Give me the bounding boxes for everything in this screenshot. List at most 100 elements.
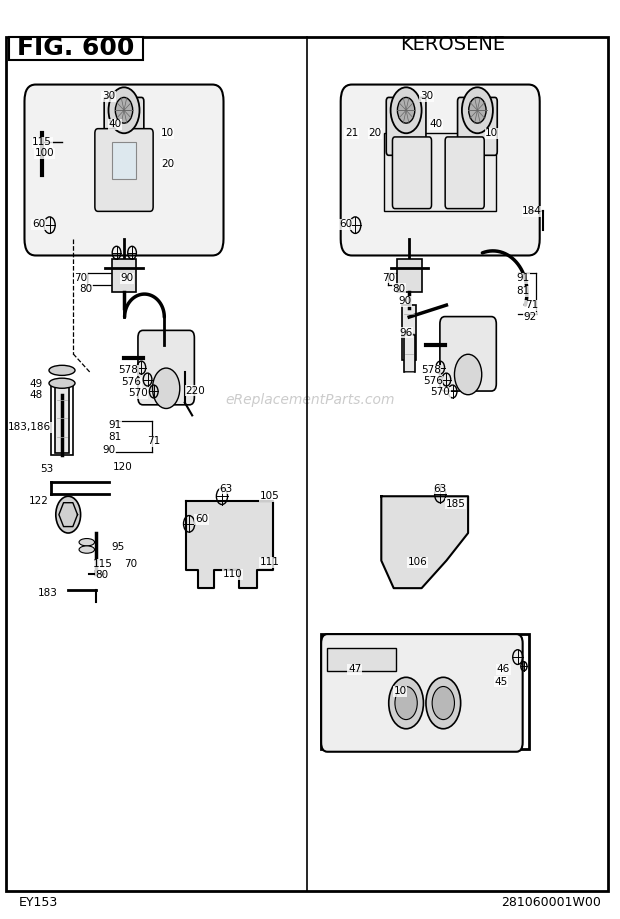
Text: 91: 91 <box>516 274 529 283</box>
Text: 90: 90 <box>102 446 115 455</box>
Polygon shape <box>186 501 273 588</box>
Text: 576: 576 <box>122 378 141 387</box>
Text: 45: 45 <box>494 677 508 686</box>
Circle shape <box>153 369 180 408</box>
Text: 570: 570 <box>128 389 148 398</box>
Text: 220: 220 <box>185 386 205 395</box>
Circle shape <box>115 97 133 123</box>
Text: 578: 578 <box>118 366 138 375</box>
Text: 40: 40 <box>108 119 122 129</box>
Text: 91: 91 <box>108 420 122 429</box>
Ellipse shape <box>79 546 95 553</box>
Text: 10: 10 <box>393 686 407 696</box>
Text: 10: 10 <box>485 129 498 138</box>
Circle shape <box>108 87 140 133</box>
Circle shape <box>389 677 423 729</box>
Text: 30: 30 <box>102 92 115 101</box>
Text: 95: 95 <box>111 542 125 551</box>
Bar <box>321 634 529 749</box>
Text: 20: 20 <box>368 129 382 138</box>
Ellipse shape <box>49 365 75 375</box>
Text: 71: 71 <box>147 437 161 446</box>
Bar <box>55 384 69 452</box>
Text: eReplacementParts.com: eReplacementParts.com <box>225 392 395 407</box>
FancyBboxPatch shape <box>392 137 432 209</box>
Text: 48: 48 <box>29 391 43 400</box>
Text: 110: 110 <box>223 570 242 579</box>
Text: 90: 90 <box>120 274 134 283</box>
Text: 281060001W00: 281060001W00 <box>502 896 601 909</box>
Bar <box>112 142 136 179</box>
Circle shape <box>454 354 482 394</box>
Text: 576: 576 <box>423 377 443 386</box>
FancyBboxPatch shape <box>25 85 223 255</box>
Text: 20: 20 <box>161 159 174 168</box>
Text: 183,186: 183,186 <box>8 423 51 432</box>
Circle shape <box>469 97 486 123</box>
Polygon shape <box>381 496 468 588</box>
Text: 80: 80 <box>95 571 109 580</box>
Text: 106: 106 <box>407 558 427 567</box>
FancyBboxPatch shape <box>458 97 497 155</box>
Text: 63: 63 <box>433 484 447 494</box>
Text: 47: 47 <box>348 664 361 674</box>
Text: 60: 60 <box>339 220 352 229</box>
Text: 30: 30 <box>420 92 433 101</box>
Bar <box>112 259 136 292</box>
FancyBboxPatch shape <box>138 330 195 404</box>
FancyBboxPatch shape <box>341 85 539 255</box>
FancyBboxPatch shape <box>95 129 153 211</box>
FancyBboxPatch shape <box>386 97 426 155</box>
Bar <box>402 305 416 360</box>
Text: 100: 100 <box>35 149 55 158</box>
Text: 63: 63 <box>219 484 233 494</box>
FancyBboxPatch shape <box>104 97 144 155</box>
Bar <box>9 37 143 60</box>
Text: 570: 570 <box>430 388 450 397</box>
Text: 90: 90 <box>398 297 412 306</box>
Text: 81: 81 <box>108 432 122 441</box>
Circle shape <box>432 686 454 720</box>
Text: 120: 120 <box>113 462 133 471</box>
Bar <box>51 386 73 455</box>
Ellipse shape <box>49 379 75 388</box>
Text: 122: 122 <box>29 496 49 505</box>
Circle shape <box>395 686 417 720</box>
Circle shape <box>426 677 461 729</box>
Ellipse shape <box>79 539 95 546</box>
Text: KEROSENE: KEROSENE <box>400 35 505 53</box>
Text: 49: 49 <box>29 380 43 389</box>
Text: 185: 185 <box>446 499 466 508</box>
Text: 71: 71 <box>525 301 538 310</box>
Text: 81: 81 <box>516 287 529 296</box>
Text: 70: 70 <box>382 273 396 282</box>
Text: 183: 183 <box>38 588 58 597</box>
FancyBboxPatch shape <box>321 634 523 752</box>
FancyBboxPatch shape <box>440 316 496 391</box>
Bar <box>327 648 396 671</box>
Text: 115: 115 <box>92 560 112 569</box>
Text: 70: 70 <box>74 273 87 282</box>
Bar <box>397 259 422 292</box>
Text: 111: 111 <box>260 558 280 567</box>
Circle shape <box>462 87 493 133</box>
Text: 60: 60 <box>195 515 208 524</box>
Text: 60: 60 <box>32 220 45 229</box>
Bar <box>384 133 496 211</box>
Text: 578: 578 <box>421 366 441 375</box>
Text: EY153: EY153 <box>19 896 58 909</box>
Text: 10: 10 <box>161 129 174 138</box>
Text: 115: 115 <box>32 138 52 147</box>
Text: 80: 80 <box>392 284 405 293</box>
Text: 21: 21 <box>345 129 358 138</box>
FancyBboxPatch shape <box>445 137 484 209</box>
Text: 80: 80 <box>79 284 92 293</box>
Text: FIG. 600: FIG. 600 <box>17 36 135 61</box>
Text: 70: 70 <box>123 560 137 569</box>
Text: 46: 46 <box>497 664 510 674</box>
Bar <box>404 335 415 372</box>
Circle shape <box>56 496 81 533</box>
Text: 96: 96 <box>399 328 413 337</box>
Circle shape <box>397 97 415 123</box>
Text: 40: 40 <box>429 119 443 129</box>
